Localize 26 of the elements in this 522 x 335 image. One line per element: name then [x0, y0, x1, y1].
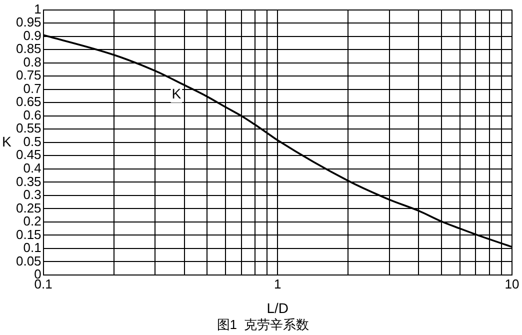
- text: 图1 克劳辛系数: [216, 316, 310, 332]
- y-tick-label: 0.4: [23, 160, 42, 176]
- y-tick-label: 0.65: [16, 94, 42, 110]
- x-axis-title: L/D: [266, 300, 289, 316]
- y-tick-label: 0.1: [23, 240, 42, 256]
- y-tick-label: 0.2: [23, 214, 42, 229]
- y-tick-label: 0.75: [16, 68, 42, 83]
- y-tick-label: 0.3: [23, 187, 42, 202]
- x-tick-label: 10: [504, 276, 520, 292]
- y-tick-label: 0.5: [23, 134, 42, 149]
- y-tick-label: 0.35: [16, 174, 42, 189]
- y-tick-label: 0.85: [16, 41, 42, 56]
- y-axis-title: K: [2, 133, 12, 150]
- y-tick-label: 0.9: [23, 28, 42, 43]
- y-tick-label: 0.55: [16, 120, 42, 136]
- y-tick-label: 0.6: [23, 107, 42, 122]
- y-tick-label: 0.25: [16, 200, 42, 216]
- y-tick-label: 0.45: [16, 147, 42, 162]
- y-tick-label: 0.95: [16, 14, 42, 30]
- annotation: K: [172, 86, 182, 102]
- y-tick-label: 0.15: [16, 226, 42, 242]
- y-tick-label: 1: [34, 1, 42, 16]
- y-tick-label: 0.7: [23, 80, 42, 96]
- y-tick-label: 0.05: [16, 253, 42, 268]
- x-tick-label: 1: [274, 276, 282, 292]
- y-tick-label: 0.8: [23, 54, 42, 70]
